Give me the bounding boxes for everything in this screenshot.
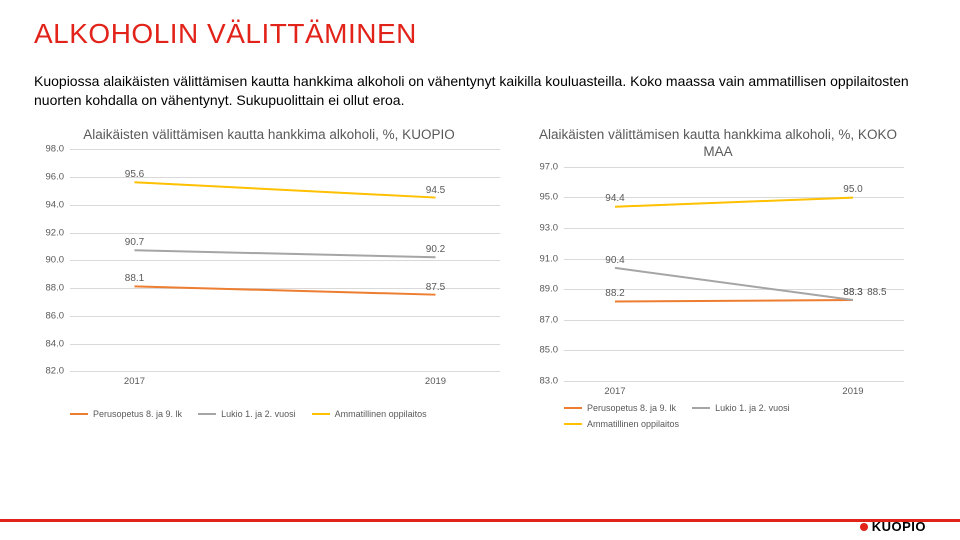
data-label: 95.6 xyxy=(125,169,144,180)
brand-logo: KUOPIO xyxy=(860,519,926,534)
y-tick-label: 84.0 xyxy=(34,338,64,349)
series-line xyxy=(615,197,853,206)
y-tick-label: 82.0 xyxy=(34,366,64,377)
data-label: 88.5 xyxy=(867,287,886,298)
chart-title-kuopio: Alaikäisten välittämisen kautta hankkima… xyxy=(34,126,504,144)
y-tick-label: 85.0 xyxy=(528,345,558,356)
legend-item: Lukio 1. ja 2. vuosi xyxy=(692,403,790,413)
legend-item: Ammatillinen oppilaitos xyxy=(564,419,679,429)
legend-label: Lukio 1. ja 2. vuosi xyxy=(221,409,296,419)
x-tick-label: 2017 xyxy=(604,386,625,397)
y-tick-label: 94.0 xyxy=(34,199,64,210)
x-tick-label: 2017 xyxy=(124,376,145,387)
chart-panel-kuopio: Alaikäisten välittämisen kautta hankkima… xyxy=(34,126,504,466)
legend-item: Perusopetus 8. ja 9. lk xyxy=(564,403,676,413)
y-tick-label: 97.0 xyxy=(528,161,558,172)
data-label: 90.4 xyxy=(605,255,624,266)
brand-dot-icon xyxy=(860,523,868,531)
series-line xyxy=(135,287,436,295)
data-label: 90.2 xyxy=(426,244,445,255)
y-tick-label: 89.0 xyxy=(528,284,558,295)
y-tick-label: 91.0 xyxy=(528,253,558,264)
series-line xyxy=(135,251,436,258)
footer-accent-bar xyxy=(0,519,960,522)
x-tick-label: 2019 xyxy=(425,376,446,387)
series-line xyxy=(135,183,436,198)
legend-item: Lukio 1. ja 2. vuosi xyxy=(198,409,296,419)
y-tick-label: 90.0 xyxy=(34,255,64,266)
y-tick-label: 98.0 xyxy=(34,144,64,155)
legend-item: Ammatillinen oppilaitos xyxy=(312,409,427,419)
y-tick-label: 95.0 xyxy=(528,192,558,203)
data-label: 88.2 xyxy=(605,288,624,299)
legend-label: Perusopetus 8. ja 9. lk xyxy=(587,403,676,413)
legend-swatch-icon xyxy=(692,407,710,409)
y-tick-label: 96.0 xyxy=(34,172,64,183)
brand-label: KUOPIO xyxy=(872,519,926,534)
data-label: 88.3 xyxy=(843,287,862,298)
data-label: 88.1 xyxy=(125,273,144,284)
legend-label: Ammatillinen oppilaitos xyxy=(587,419,679,429)
legend-label: Perusopetus 8. ja 9. lk xyxy=(93,409,182,419)
page-title: ALKOHOLIN VÄLITTÄMINEN xyxy=(34,18,926,50)
grid-line xyxy=(564,381,904,382)
legend-item: Perusopetus 8. ja 9. lk xyxy=(70,409,182,419)
data-label: 94.4 xyxy=(605,193,624,204)
legend-swatch-icon xyxy=(198,413,216,415)
chart-area-koko-maa: 97.095.093.091.089.087.085.083.020172019… xyxy=(528,167,908,429)
legend-label: Lukio 1. ja 2. vuosi xyxy=(715,403,790,413)
data-label: 87.5 xyxy=(426,282,445,293)
charts-row: Alaikäisten välittämisen kautta hankkima… xyxy=(34,126,926,466)
y-tick-label: 83.0 xyxy=(528,375,558,386)
grid-line xyxy=(70,371,500,372)
body-text: Kuopiossa alaikäisten välittämisen kautt… xyxy=(34,72,926,110)
y-tick-label: 86.0 xyxy=(34,310,64,321)
chart-title-koko-maa: Alaikäisten välittämisen kautta hankkima… xyxy=(528,126,908,161)
y-tick-label: 88.0 xyxy=(34,283,64,294)
data-label: 95.0 xyxy=(843,184,862,195)
y-tick-label: 87.0 xyxy=(528,314,558,325)
series-line xyxy=(615,268,853,300)
data-label: 94.5 xyxy=(426,185,445,196)
data-label: 90.7 xyxy=(125,237,144,248)
y-tick-label: 92.0 xyxy=(34,227,64,238)
plot-koko-maa: 97.095.093.091.089.087.085.083.020172019… xyxy=(564,167,904,381)
chart-area-kuopio: 98.096.094.092.090.088.086.084.082.02017… xyxy=(34,149,504,419)
legend-swatch-icon xyxy=(312,413,330,415)
legend-swatch-icon xyxy=(564,407,582,409)
legend-swatch-icon xyxy=(70,413,88,415)
legend-kuopio: Perusopetus 8. ja 9. lk Lukio 1. ja 2. vu… xyxy=(70,409,504,419)
y-tick-label: 93.0 xyxy=(528,223,558,234)
series-svg xyxy=(70,149,500,371)
chart-panel-koko-maa: Alaikäisten välittämisen kautta hankkima… xyxy=(528,126,908,466)
legend-swatch-icon xyxy=(564,423,582,425)
slide: ALKOHOLIN VÄLITTÄMINEN Kuopiossa alaikäi… xyxy=(0,0,960,540)
plot-kuopio: 98.096.094.092.090.088.086.084.082.02017… xyxy=(70,149,500,371)
legend-label: Ammatillinen oppilaitos xyxy=(335,409,427,419)
series-line xyxy=(615,300,853,302)
x-tick-label: 2019 xyxy=(842,386,863,397)
legend-koko-maa: Perusopetus 8. ja 9. lk Lukio 1. ja 2. vu… xyxy=(564,403,908,429)
